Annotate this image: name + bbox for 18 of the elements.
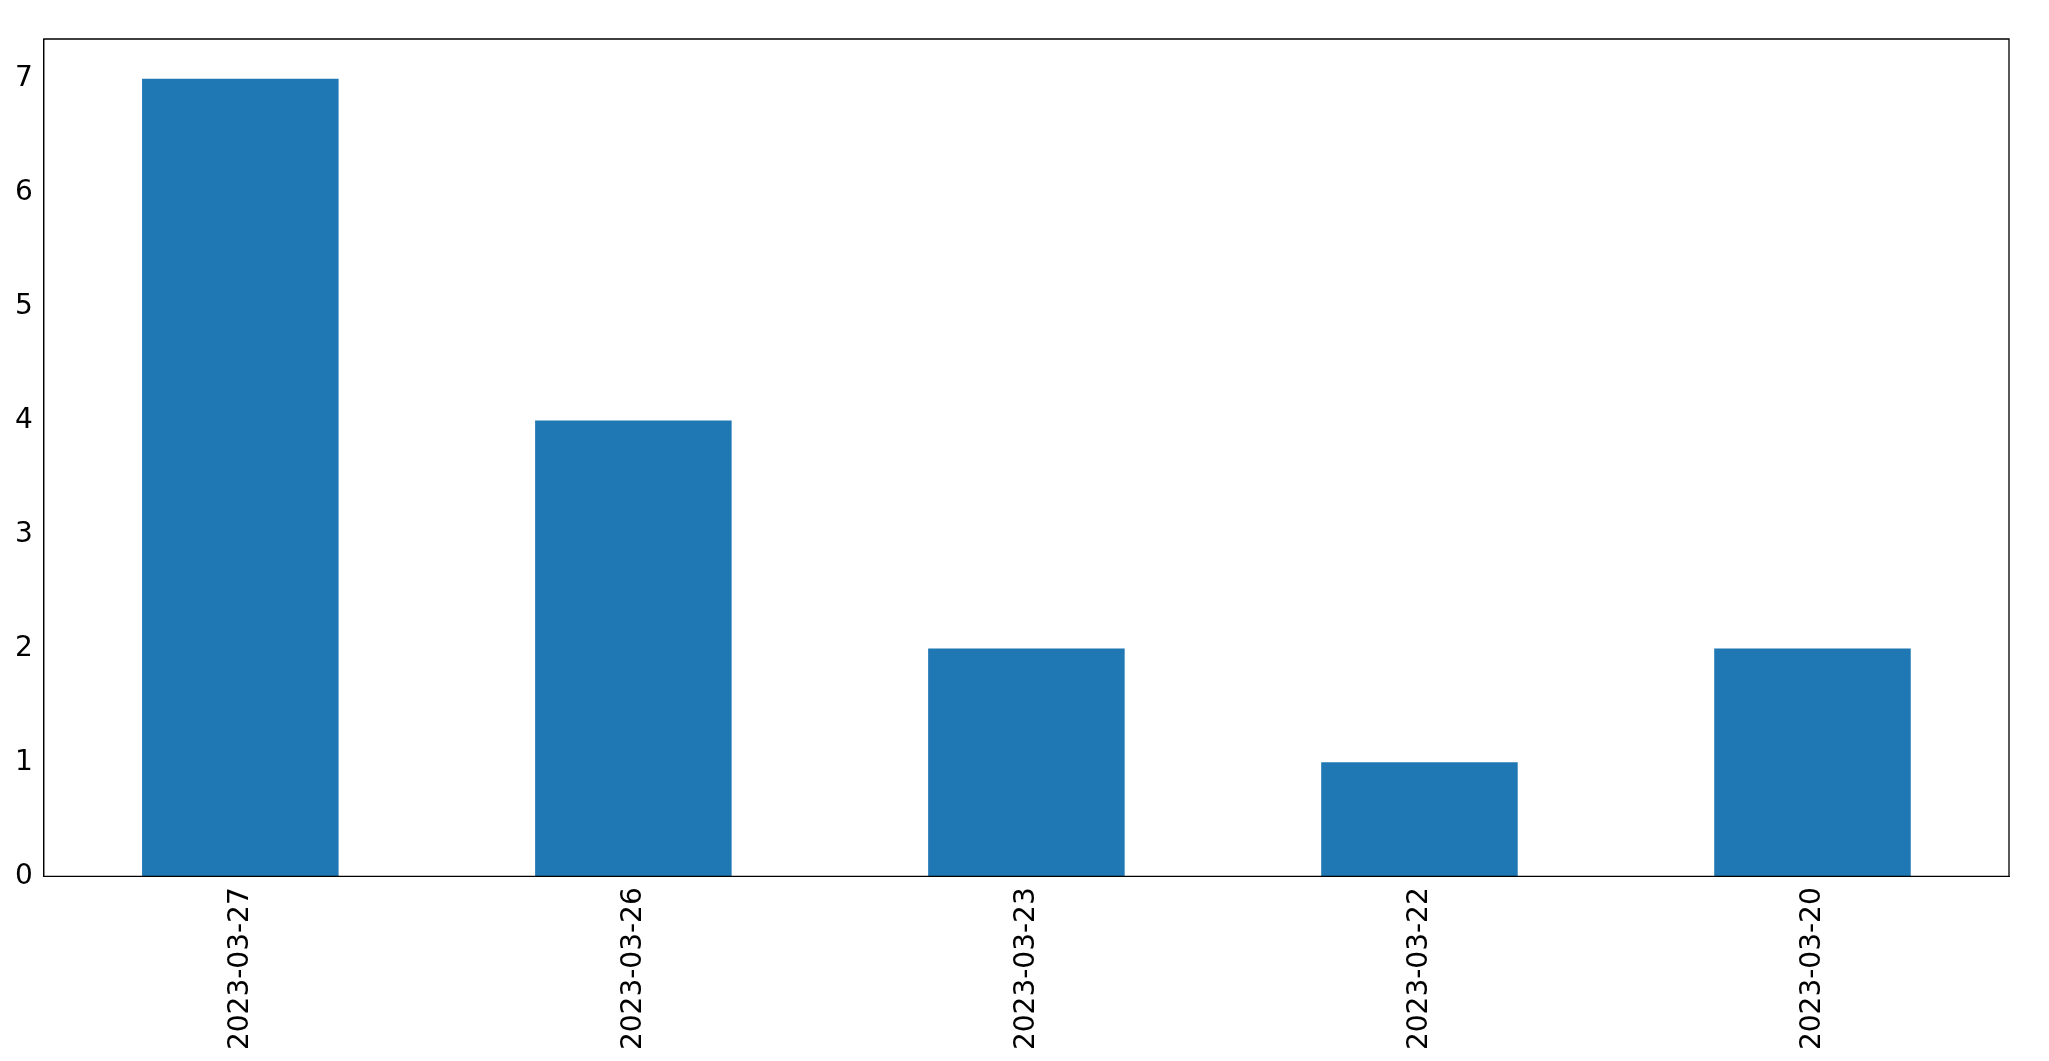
y-tick-label: 1 [14,743,33,777]
y-tick-label: 2 [14,629,33,663]
x-tick-label: 2023-03-23 [1007,887,1041,1051]
y-tick-label: 6 [14,174,33,208]
x-tick-label: 2023-03-27 [221,887,255,1051]
y-tick-label: 5 [14,287,33,321]
y-tick-label: 7 [14,60,33,94]
bar [535,420,732,877]
y-tick-label: 4 [14,401,33,435]
bar [1714,648,1911,877]
bar [928,648,1125,877]
bar [142,78,339,877]
x-tick-label: 2023-03-26 [614,887,648,1051]
x-tick-label: 2023-03-20 [1793,887,1827,1051]
y-tick-label: 0 [14,857,33,891]
x-tick-label: 2023-03-22 [1400,887,1434,1051]
y-tick-label: 3 [14,515,33,549]
bar [1321,762,1518,877]
